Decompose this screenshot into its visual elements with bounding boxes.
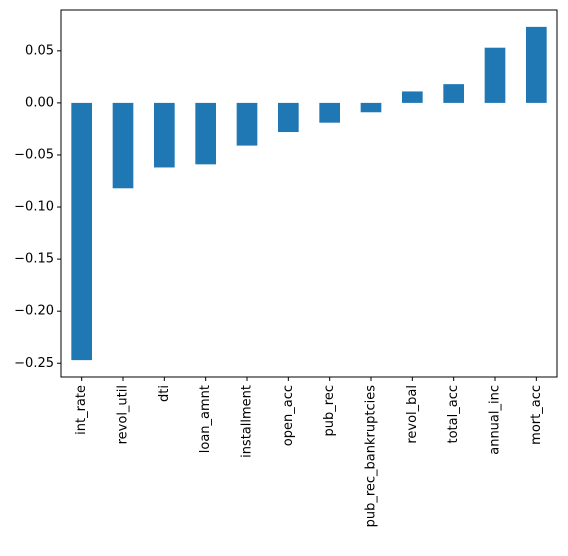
x-tick-label: installment [240, 385, 255, 458]
x-tick-label: total_acc [446, 385, 461, 444]
y-tick-label: 0.00 [25, 95, 54, 110]
y-tick-label: −0.20 [14, 304, 54, 319]
x-tick-label: open_acc [281, 385, 296, 446]
x-tick-label: pub_rec [322, 385, 337, 436]
bar-mort-acc [526, 26, 547, 103]
x-tick-label: revol_bal [405, 385, 420, 444]
bar-int-rate [71, 102, 92, 361]
bar-annual-inc [484, 47, 506, 103]
bars-layer [71, 26, 547, 361]
bar-installment [236, 102, 258, 146]
x-tick-label: annual_inc [488, 385, 503, 455]
x-axis: int_rate revol_util dti loan_amnt installmen… [74, 377, 544, 527]
bar-revol-bal [402, 91, 423, 103]
bar-dti [154, 102, 175, 168]
bar-revol-util [112, 102, 134, 189]
y-tick-label: 0.05 [25, 43, 54, 58]
x-tick-label: pub_rec_bankruptcies [364, 385, 379, 528]
x-tick-label: mort_acc [529, 385, 544, 445]
x-tick-label: revol_util [116, 385, 131, 444]
bar-pub-rec-bankruptcies [360, 102, 382, 113]
y-axis: −0.25 −0.20 −0.15 −0.10 −0.05 0.00 0.05 [14, 43, 61, 371]
y-tick-label: −0.05 [14, 147, 54, 162]
bar-open-acc [278, 102, 299, 133]
x-tick-label: loan_amnt [198, 385, 213, 453]
x-tick-label: int_rate [74, 385, 89, 435]
bar-pub-rec [319, 102, 340, 123]
y-tick-label: −0.15 [14, 252, 54, 267]
plot-frame [60, 9, 558, 378]
bar-loan-amnt [195, 102, 216, 165]
y-tick-label: −0.25 [14, 356, 54, 371]
bar-total-acc [443, 84, 464, 103]
x-tick-label: dti [157, 385, 172, 402]
y-tick-label: −0.10 [14, 200, 54, 215]
